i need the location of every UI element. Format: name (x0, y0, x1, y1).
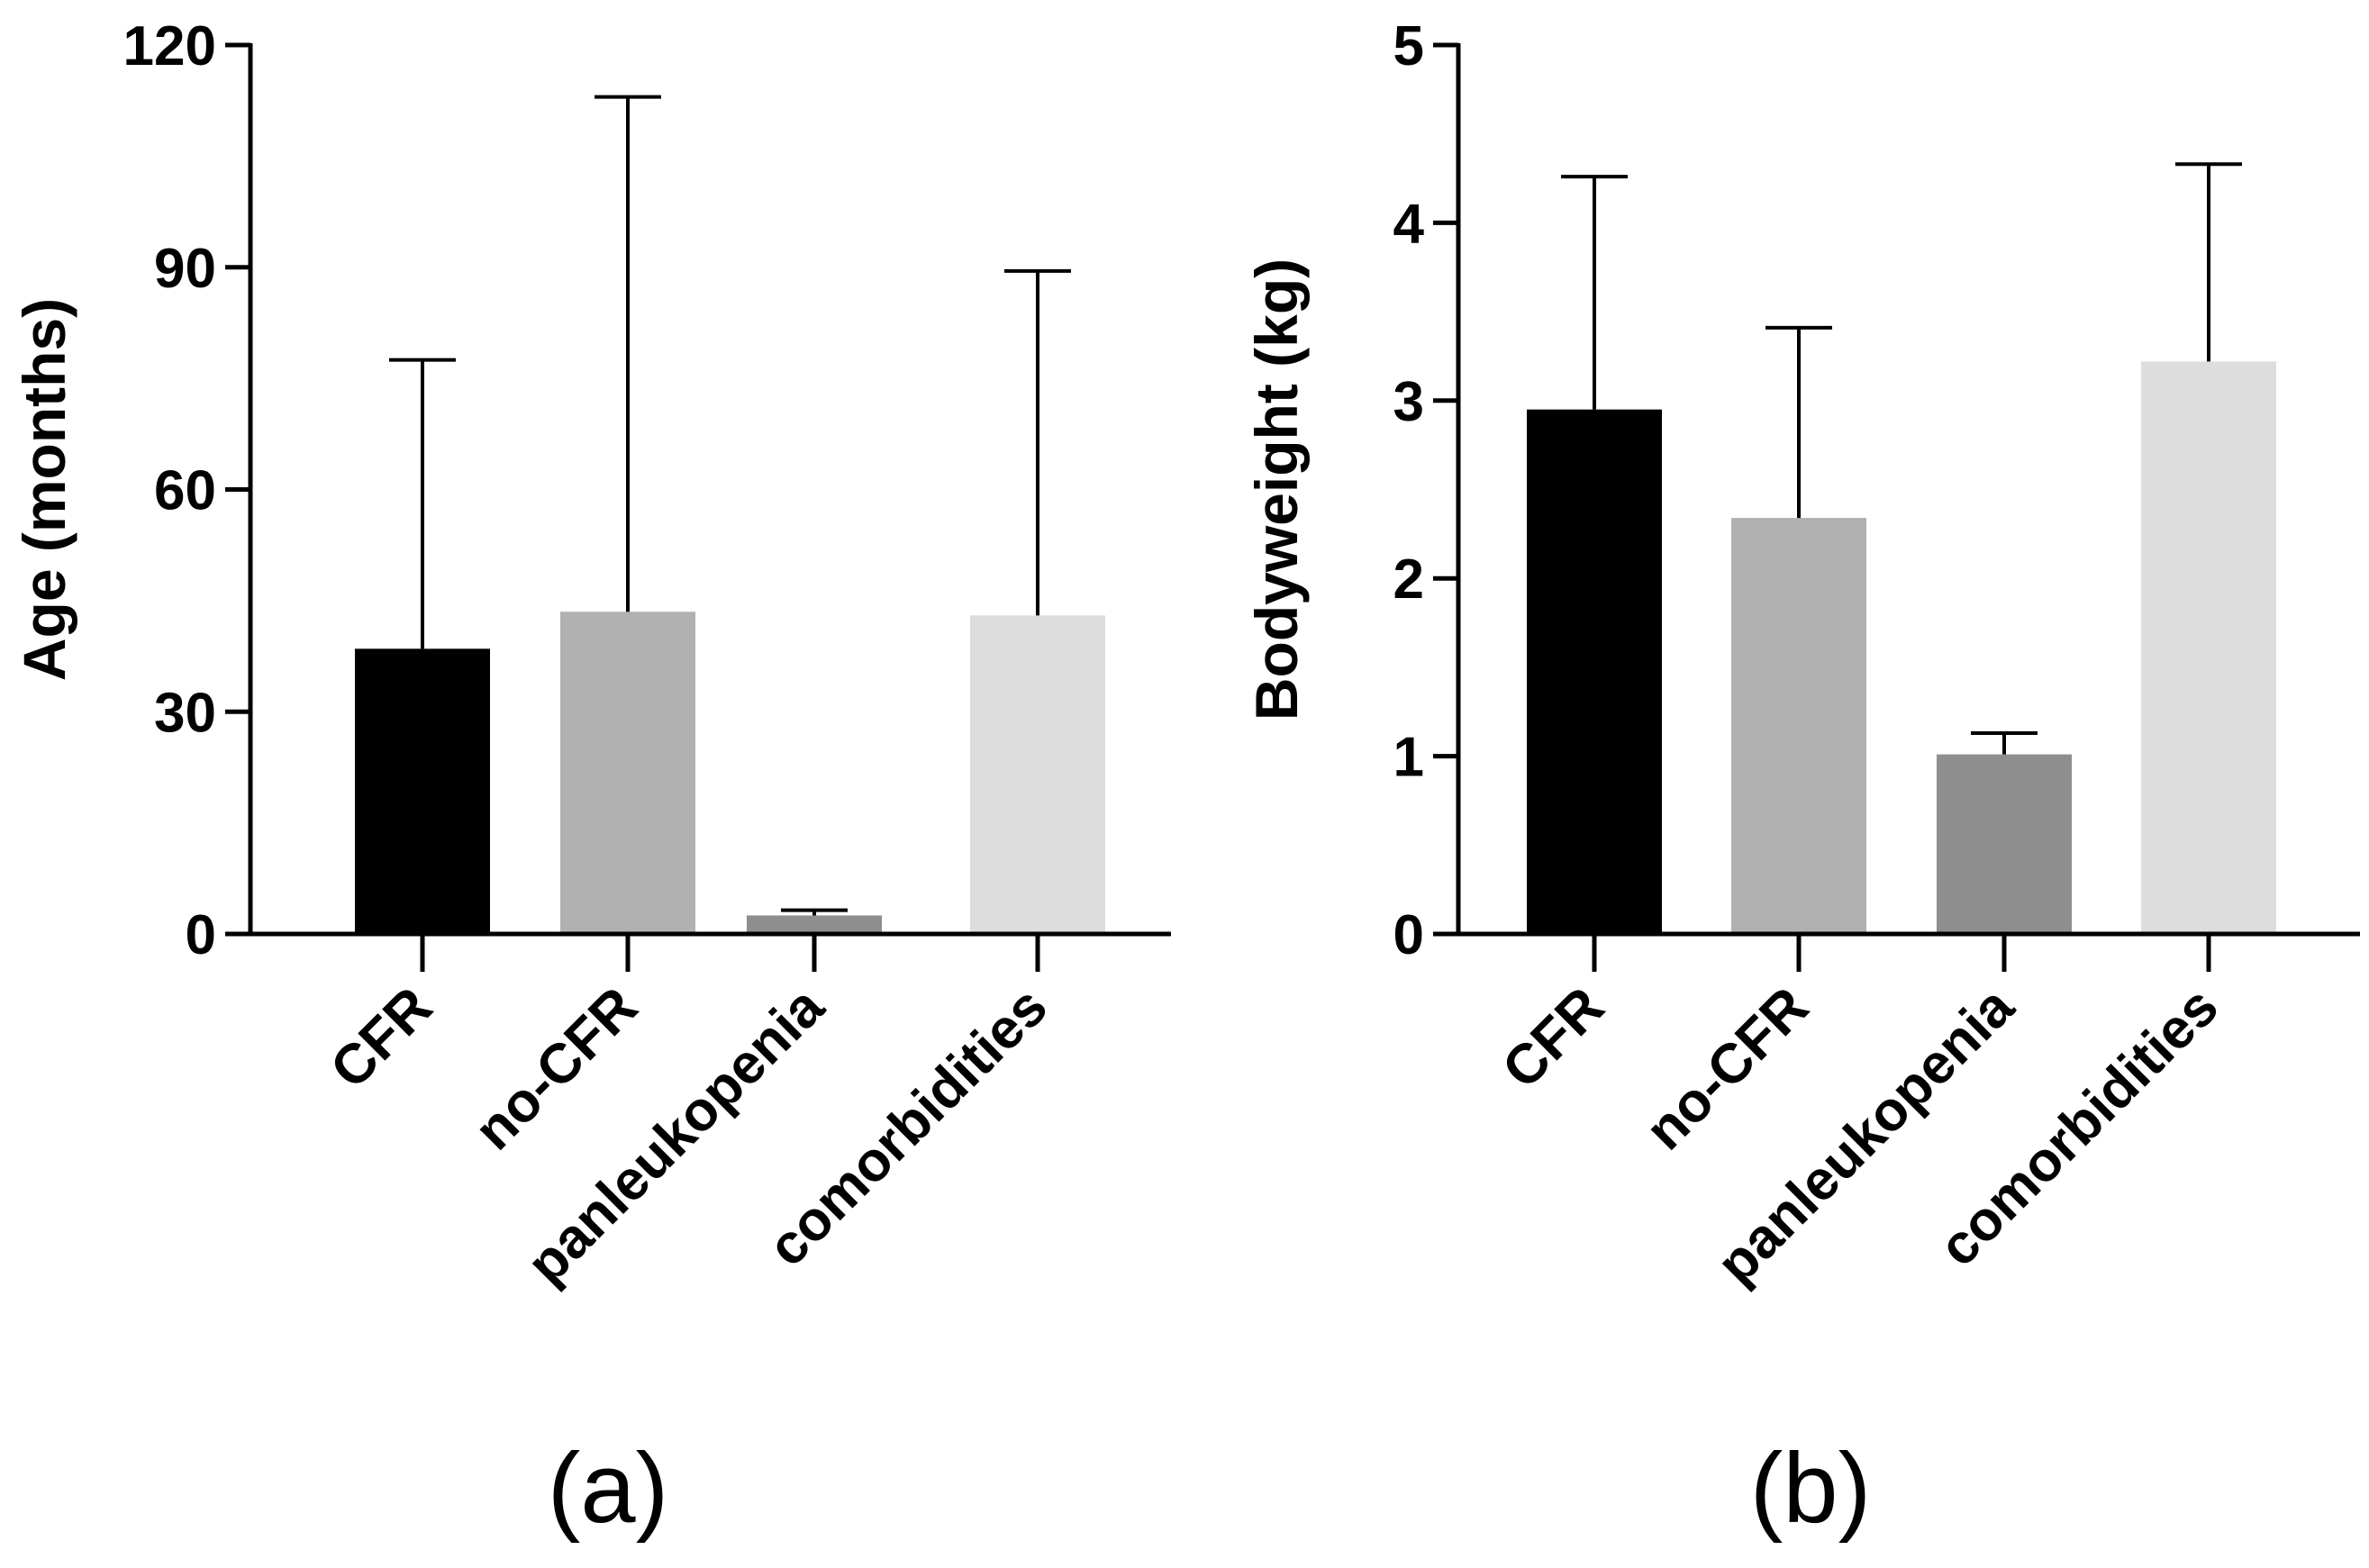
y-tick-label-a-30: 30 (154, 682, 216, 744)
bar-a-2 (560, 612, 695, 934)
bar-b-3 (1937, 754, 2072, 934)
y-tick-label-b-5: 5 (1393, 15, 1424, 77)
panel-label-b: (b) (1750, 1433, 1871, 1544)
y-tick-label-b-3: 3 (1393, 371, 1424, 433)
y-tick-label-b-4: 4 (1393, 193, 1425, 255)
y-tick-label-a-120: 120 (123, 15, 216, 77)
bar-b-4 (2141, 361, 2276, 934)
y-axis-title-a: Age (months) (11, 298, 77, 681)
x-tick-label-b-1: CFR (1491, 975, 1616, 1101)
panel-label-a: (a) (548, 1433, 668, 1544)
x-tick-label-b-2: no-CFR (1634, 975, 1820, 1162)
y-tick-label-b-2: 2 (1393, 548, 1424, 611)
y-tick-label-b-0: 0 (1393, 904, 1424, 966)
y-axis-title-b: Bodyweight (kg) (1243, 258, 1310, 721)
bar-a-3 (747, 915, 882, 934)
bar-b-1 (1527, 409, 1662, 934)
x-tick-label-a-1: CFR (319, 975, 444, 1101)
y-tick-label-a-90: 90 (154, 238, 216, 300)
x-tick-label-a-2: no-CFR (463, 975, 649, 1162)
y-tick-label-a-0: 0 (186, 904, 216, 966)
y-tick-label-b-1: 1 (1393, 727, 1424, 789)
bar-b-2 (1731, 518, 1866, 934)
bar-a-1 (355, 648, 490, 934)
bar-a-4 (970, 615, 1105, 934)
y-tick-label-a-60: 60 (154, 460, 216, 522)
